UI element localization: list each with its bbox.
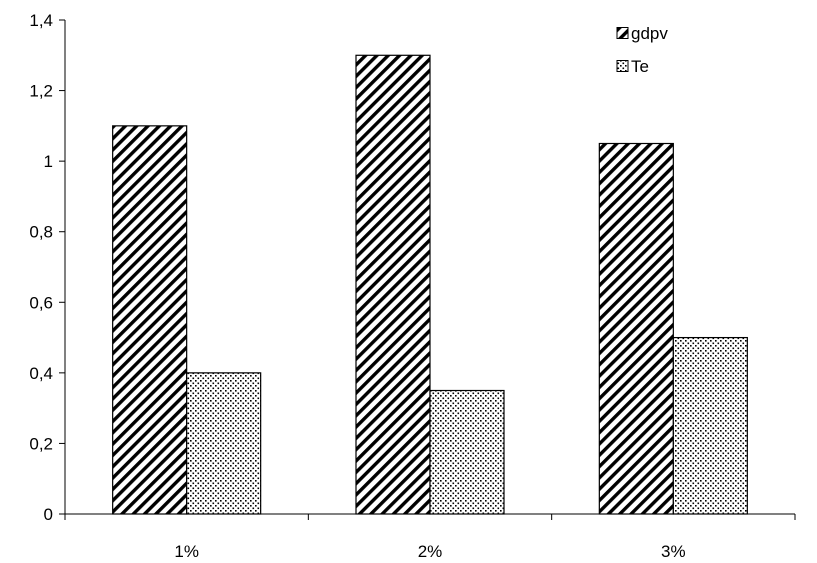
bar-Te-2 (672, 336, 748, 515)
bars (112, 54, 748, 515)
y-tick-label: 0,8 (29, 223, 53, 242)
legend-swatch-gdpv (616, 27, 629, 39)
legend-label-Te: Te (631, 57, 649, 76)
x-tick-label: 3% (661, 542, 686, 561)
x-tick-label: 1% (174, 542, 199, 561)
bar-gdpv-2 (598, 142, 674, 515)
y-tick-label: 1,2 (29, 82, 53, 101)
bar-Te-0 (186, 372, 262, 515)
axes: 0 0,2 0,4 0,6 0,8 1 1,2 1,4 1% 2% 3% (29, 11, 796, 561)
legend-swatch-Te (616, 60, 629, 72)
bar-Te-1 (429, 389, 505, 515)
y-tick-label: 0,4 (29, 364, 53, 383)
y-tick-label: 1 (44, 152, 53, 171)
x-tick-label: 2% (418, 542, 443, 561)
legend-label-gdpv: gdpv (631, 24, 668, 43)
bar-gdpv-0 (112, 125, 188, 515)
y-tick-label: 0 (44, 505, 53, 524)
legend: gdpv Te (616, 24, 668, 76)
y-tick-label: 0,6 (29, 293, 53, 312)
y-tick-label: 1,4 (29, 11, 53, 30)
y-tick-label: 0,2 (29, 434, 53, 453)
bar-gdpv-1 (355, 54, 431, 515)
